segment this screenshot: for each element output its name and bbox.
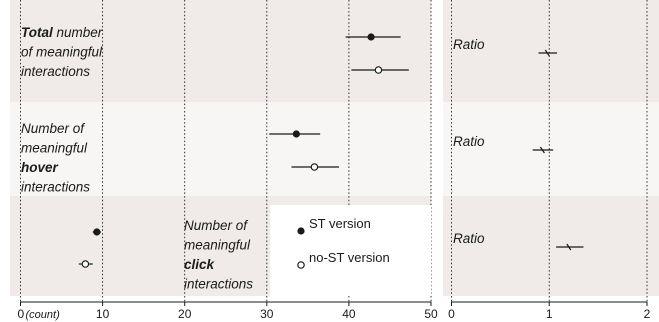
row-label-part: Number of [184,218,248,233]
row-label-part: interactions [21,180,90,195]
filled-point [93,228,101,236]
ratio-tick-label: 0 [448,307,455,321]
ratio-label-2: Ratio [453,134,485,149]
open-point [374,66,383,74]
data-marks [78,33,584,268]
ratio-tick-label: 2 [644,307,651,321]
legend: ST version no-ST version [270,205,431,296]
count-tick-label: 30 [260,307,274,321]
row-label-2: Number of meaningful hover interactions [21,121,90,195]
row-labels: Total number of meaningful interactions Rat… [21,25,485,292]
ratio-estimate-mark [544,49,550,57]
row-label-part: interactions [21,64,90,79]
row-label-3: Number of meaningful click interactions [184,218,253,292]
ratio-estimate-mark [539,146,545,154]
row-band-count-1 [10,0,431,102]
row-label-part: meaningful [184,238,251,253]
count-tick-label: 20 [178,307,192,321]
ratio-tick-label: 1 [546,307,553,321]
legend-box [270,205,431,296]
open-point [310,163,319,171]
filled-point [367,33,375,41]
x-axes: 0 10 20 30 40 50(count) 0 1 2 [18,301,651,321]
count-tick-label: 10 [96,307,110,321]
legend-label: ST version [309,216,371,231]
count-tick-label: 40 [342,307,356,321]
row-label-part: hover [21,160,59,175]
row-bands [10,0,659,296]
row-band-count-2 [10,102,431,196]
row-band-ratio-2 [443,102,659,196]
ratio-estimate-mark [566,243,572,251]
row-band-ratio-3 [443,196,659,296]
row-label-part: Total [21,25,53,40]
row-band-ratio-1 [443,0,659,102]
legend-filled-marker [297,227,305,235]
count-tick-label: 0 [18,307,25,321]
open-point [81,260,90,268]
row-label-part: click [184,257,216,272]
legend-open-marker [297,261,305,269]
row-label-part: number [53,25,103,40]
row-label-part: Number of [21,121,85,136]
row-label-part: interactions [184,277,253,292]
row-label-1: Total number of meaningful interactions [21,25,103,79]
row-label-part: meaningful [21,141,88,156]
filled-point [292,130,300,138]
count-axis-unit: (count) [26,309,61,321]
count-tick-label: 50 [424,307,438,321]
row-label-part: of meaningful [21,45,103,60]
ratio-label-3: Ratio [453,231,485,246]
legend-label: no-ST version [309,250,390,265]
ratio-label-1: Ratio [453,37,485,52]
